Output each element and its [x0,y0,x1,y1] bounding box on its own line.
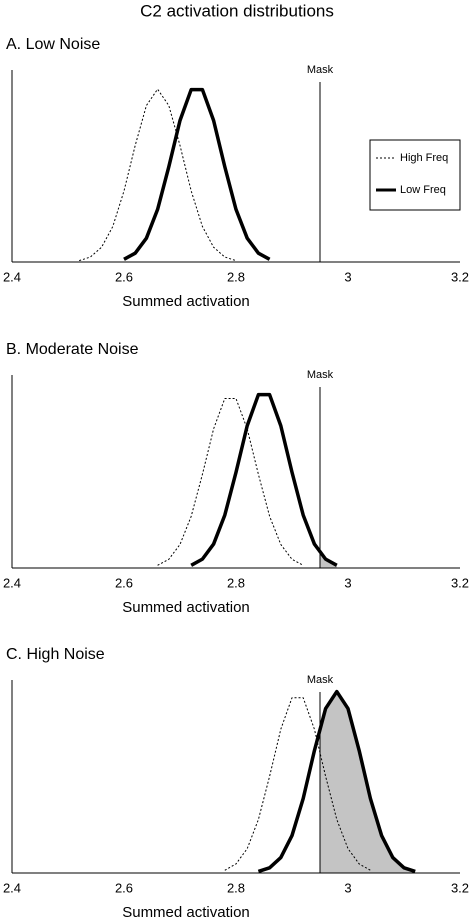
x-tick-label: 3 [344,269,351,284]
x-tick-label: 2.4 [3,269,21,284]
panel-title: C. High Noise [6,646,105,663]
legend-label: High Freq [400,152,448,164]
x-tick-label: 3.2 [451,575,469,590]
legend-label: Low Freq [400,184,446,196]
panel-title: A. Low Noise [6,36,100,53]
series-line [190,392,338,567]
mask-label: Mask [307,64,334,76]
series-line [79,88,237,262]
x-tick-label: 2.6 [115,880,133,895]
x-axis-label: Summed activation [122,293,250,310]
series-line [123,87,271,261]
x-tick-label: 3 [344,880,351,895]
x-tick-label: 2.4 [3,880,21,895]
x-tick-label: 3.2 [451,269,469,284]
series-line [224,697,371,871]
panel-title: B. Moderate Noise [6,341,139,358]
x-tick-label: 2.6 [115,269,133,284]
x-tick-label: 2.6 [115,575,133,590]
x-axis-label: Summed activation [122,904,250,920]
shaded-tail [320,691,416,873]
mask-label: Mask [307,674,334,686]
x-tick-label: 2.8 [227,880,245,895]
legend-box [369,139,461,211]
x-tick-label: 2.4 [3,575,21,590]
x-tick-label: 3 [344,575,351,590]
x-tick-label: 2.8 [227,575,245,590]
mask-label: Mask [307,369,334,381]
figure-title: C2 activation distributions [140,1,334,20]
x-tick-label: 3.2 [451,880,469,895]
x-tick-label: 2.8 [227,269,245,284]
x-axis-label: Summed activation [122,599,250,616]
series-line [157,398,304,566]
series-line [257,689,416,874]
